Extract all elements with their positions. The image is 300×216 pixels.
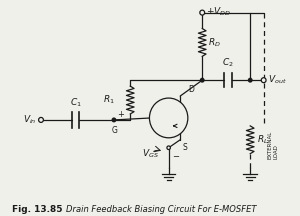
Text: $V_{out}$: $V_{out}$ [268,74,287,86]
Text: $C_1$: $C_1$ [70,97,81,109]
Text: $R_1$: $R_1$ [103,94,115,106]
Text: D: D [189,85,195,94]
Text: EXTERNAL
LOAD: EXTERNAL LOAD [268,131,279,159]
Text: $R_L$: $R_L$ [257,133,268,146]
Circle shape [261,78,266,83]
Circle shape [200,78,204,82]
Circle shape [200,10,205,15]
Text: Drain Feedback Biasing Circuit For E-MOSFET: Drain Feedback Biasing Circuit For E-MOS… [66,205,256,214]
Text: G: G [112,126,118,135]
Text: $V_{GS}$: $V_{GS}$ [142,148,159,160]
Text: +: + [117,110,124,119]
Text: $-$: $-$ [172,150,181,159]
Text: $V_{in}$: $V_{in}$ [23,114,36,126]
Text: $C_2$: $C_2$ [222,57,234,69]
Circle shape [112,118,116,122]
Text: $R_D$: $R_D$ [208,36,221,49]
Text: $+V_{DD}$: $+V_{DD}$ [206,5,231,18]
Circle shape [248,78,252,82]
Text: Fig. 13.85: Fig. 13.85 [12,205,63,214]
Circle shape [39,118,44,122]
Circle shape [167,146,170,149]
Text: S: S [182,143,187,152]
Circle shape [149,98,188,138]
